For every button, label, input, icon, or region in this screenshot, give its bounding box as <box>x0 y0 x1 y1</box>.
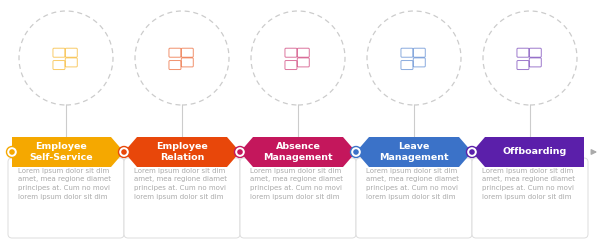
Text: Lorem ipsum dolor sit dim
amet, mea regione diamet
principes at. Cum no movi
lor: Lorem ipsum dolor sit dim amet, mea regi… <box>366 168 459 199</box>
Circle shape <box>9 149 15 155</box>
Polygon shape <box>124 137 240 167</box>
Circle shape <box>370 14 458 102</box>
Polygon shape <box>12 137 124 167</box>
Circle shape <box>121 149 127 155</box>
Text: Lorem ipsum dolor sit dim
amet, mea regione diamet
principes at. Cum no movi
lor: Lorem ipsum dolor sit dim amet, mea regi… <box>18 168 111 199</box>
FancyBboxPatch shape <box>240 158 356 238</box>
Circle shape <box>119 146 130 157</box>
Circle shape <box>467 146 478 157</box>
Polygon shape <box>240 137 356 167</box>
FancyBboxPatch shape <box>356 158 472 238</box>
Text: Employee
Relation: Employee Relation <box>156 142 208 162</box>
Polygon shape <box>472 137 584 167</box>
Text: Leave
Management: Leave Management <box>379 142 449 162</box>
FancyBboxPatch shape <box>124 158 240 238</box>
Text: Absence
Management: Absence Management <box>263 142 333 162</box>
Text: Lorem ipsum dolor sit dim
amet, mea regione diamet
principes at. Cum no movi
lor: Lorem ipsum dolor sit dim amet, mea regi… <box>482 168 575 199</box>
Circle shape <box>255 14 342 102</box>
Circle shape <box>237 149 243 155</box>
Text: Offboarding: Offboarding <box>502 148 567 156</box>
FancyBboxPatch shape <box>8 158 124 238</box>
Text: Lorem ipsum dolor sit dim
amet, mea regione diamet
principes at. Cum no movi
lor: Lorem ipsum dolor sit dim amet, mea regi… <box>134 168 227 199</box>
Text: Employee
Self-Service: Employee Self-Service <box>30 142 93 162</box>
Circle shape <box>469 149 474 155</box>
Circle shape <box>353 149 359 155</box>
FancyBboxPatch shape <box>472 158 588 238</box>
Polygon shape <box>356 137 472 167</box>
Text: Lorem ipsum dolor sit dim
amet, mea regione diamet
principes at. Cum no movi
lor: Lorem ipsum dolor sit dim amet, mea regi… <box>250 168 343 199</box>
Circle shape <box>138 14 225 102</box>
Circle shape <box>350 146 362 157</box>
Circle shape <box>7 146 18 157</box>
Circle shape <box>22 14 110 102</box>
Circle shape <box>235 146 245 157</box>
Circle shape <box>486 14 574 102</box>
